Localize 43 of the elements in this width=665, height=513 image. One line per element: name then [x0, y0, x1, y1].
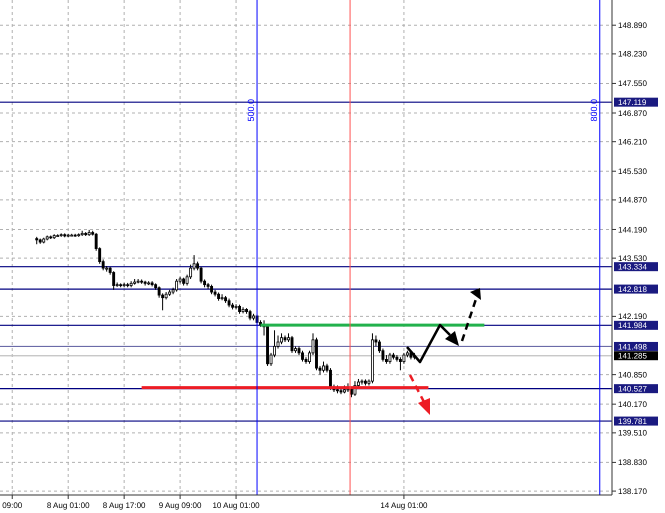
candlestick: [112, 270, 116, 290]
x-tick-label: 8 Aug 17:00: [102, 501, 146, 510]
y-tick-label: 144.870: [618, 196, 648, 205]
candlestick: [301, 350, 304, 362]
y-tick-label: 138.170: [618, 486, 648, 496]
y-tick-label: 138.830: [618, 458, 648, 468]
x-tick-label: 09:00: [2, 501, 23, 510]
candlestick: [388, 352, 392, 364]
y-tick-label: 143.530: [618, 254, 648, 263]
y-tick-label: 145.530: [618, 167, 648, 176]
ref-line-label: 147.119: [618, 98, 647, 107]
annotation: 800.0: [588, 99, 599, 122]
x-tick-label: 9 Aug 09:00: [158, 501, 202, 510]
ref-line-label: 142.818: [618, 284, 648, 294]
ref-line-label: 139.781: [618, 416, 648, 426]
ref-line-label: 141.498: [618, 342, 648, 352]
y-tick-label: 146.210: [618, 137, 648, 146]
candlestick: [248, 309, 252, 321]
ref-line-label: 141.984: [618, 321, 648, 330]
candlestick: [290, 335, 294, 354]
ref-line-label: 141.285: [618, 352, 648, 361]
y-tick-label: 140.170: [618, 400, 648, 409]
candlestick: [238, 304, 242, 314]
x-tick-label: 8 Aug 01:00: [46, 501, 90, 510]
candlestick: [210, 284, 214, 295]
y-tick-label: 144.190: [618, 225, 648, 234]
candlestick: [280, 332, 283, 345]
y-tick-label: 146.870: [618, 108, 648, 118]
annotation: 500.0: [246, 99, 256, 122]
y-tick-label: 147.550: [618, 79, 648, 88]
x-tick-label: 10 Aug 01:00: [212, 501, 260, 510]
x-tick-label: 14 Aug 01:00: [380, 501, 428, 510]
candlestick: [175, 278, 178, 292]
candlestick: [322, 361, 325, 373]
y-tick-label: 142.190: [618, 312, 648, 322]
y-tick-label: 148.230: [618, 50, 648, 59]
candlestick: [398, 356, 402, 371]
y-tick-label: 139.510: [618, 428, 648, 438]
y-tick-label: 140.850: [618, 370, 648, 380]
candlestick: [329, 368, 332, 390]
y-tick-label: 148.890: [618, 21, 648, 30]
ref-line-label: 140.527: [618, 384, 648, 394]
ref-line-label: 143.334: [618, 262, 648, 272]
